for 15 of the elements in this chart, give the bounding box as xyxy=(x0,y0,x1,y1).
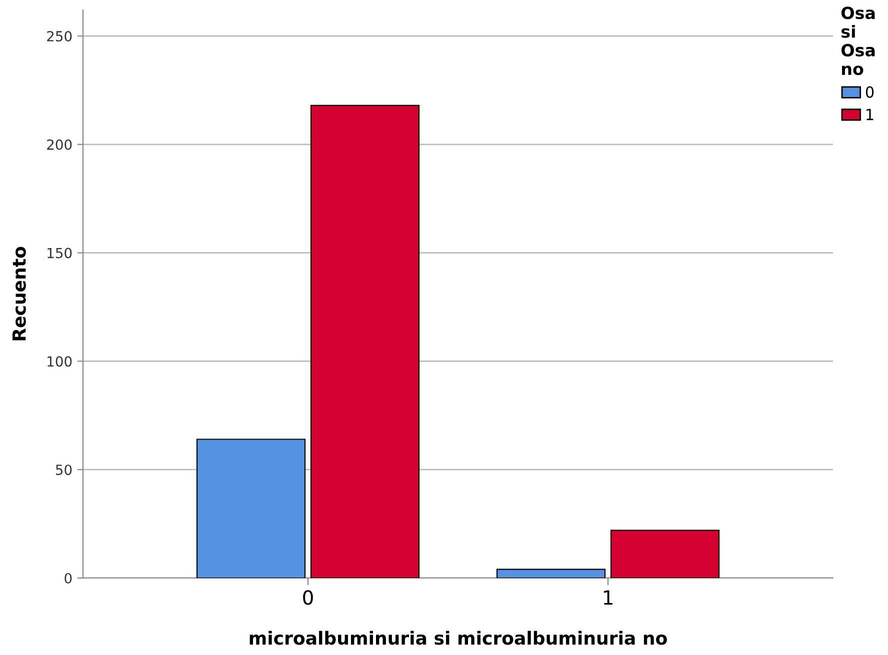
bar xyxy=(496,568,606,578)
y-tick-label: 250 xyxy=(47,30,72,42)
bar xyxy=(610,530,720,578)
bar xyxy=(196,438,306,578)
y-tick-label: 200 xyxy=(47,139,72,150)
y-tick-label: 50 xyxy=(56,464,72,476)
y-tick-label: 150 xyxy=(48,248,72,258)
y-tick-label: 0 xyxy=(64,572,72,584)
bar xyxy=(310,104,420,578)
legend-label: 0 xyxy=(866,86,874,98)
x-axis-title: microalbuminuria si microalbuminuria no xyxy=(250,630,667,645)
y-axis-title: Recuento xyxy=(12,246,26,340)
legend-title: Osa si Osa no xyxy=(841,6,875,76)
legend-label: 1 xyxy=(866,108,874,120)
y-tick-label: 100 xyxy=(48,356,72,367)
